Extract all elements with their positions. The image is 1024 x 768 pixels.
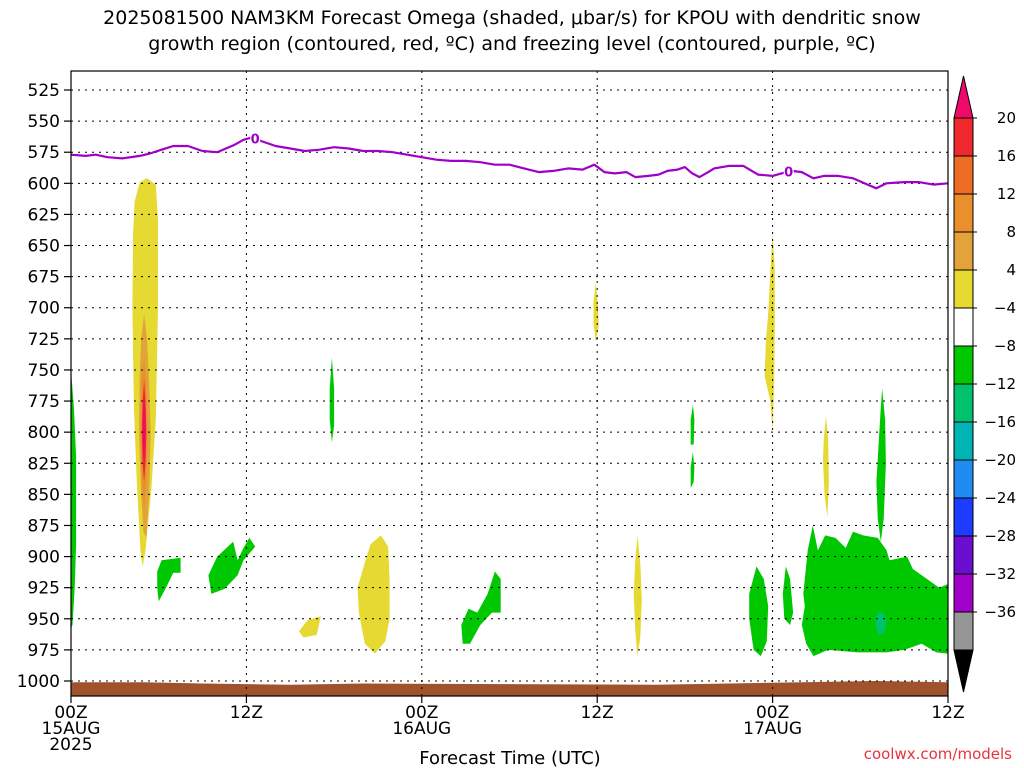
y-tick-label-675: 675: [28, 268, 60, 288]
omega-region-8: [633, 535, 642, 657]
x-tick-label-36-0: 12Z: [581, 703, 614, 723]
omega-region-9: [764, 233, 775, 433]
colorbar-box-9: [953, 459, 974, 499]
colorbar-label-9: −20: [984, 451, 1016, 469]
y-tick-label-850: 850: [28, 485, 60, 505]
y-tick-label-775: 775: [28, 392, 60, 412]
x-tick-label-0-1: 15AUG: [42, 719, 101, 739]
colorbar-label-2: 12: [997, 185, 1016, 203]
omega-region-5: [357, 535, 390, 654]
y-tick-label-725: 725: [28, 330, 60, 350]
colorbar-box-6: [953, 345, 974, 385]
y-tick-label-750: 750: [28, 361, 60, 381]
colorbar-top-arrow: [953, 75, 974, 119]
x-tick-label-0-2: 2025: [49, 735, 92, 755]
colorbar-label-13: −36: [984, 603, 1016, 621]
y-tick-label-700: 700: [28, 299, 60, 319]
freezing-level-label-bg-1: [783, 163, 794, 179]
y-tick-label-550: 550: [28, 112, 60, 132]
colorbar-label-4: 4: [1006, 261, 1016, 279]
omega-region-6: [299, 616, 321, 638]
x-tick-label-60-0: 12Z: [931, 703, 964, 723]
omega-region-18: [749, 566, 769, 657]
omega-region-16: [690, 404, 695, 445]
omega-region-7: [593, 282, 599, 342]
y-tick-label-800: 800: [28, 423, 60, 443]
colorbar-label-0: 20: [997, 109, 1016, 127]
y-tick-label-925: 925: [28, 579, 60, 599]
credit-text: coolwx.com/models: [864, 745, 1012, 763]
colorbar-box-3: [953, 231, 974, 271]
omega-region-12: [329, 357, 335, 443]
y-tick-label-525: 525: [28, 81, 60, 101]
colorbar-box-1: [953, 155, 974, 195]
y-tick-label-950: 950: [28, 610, 60, 630]
colorbar: 20 16 12 8 4 −4 −8 −12 −16 −20 −24 −28 −32 −36: [953, 75, 1016, 693]
colorbar-label-7: −12: [984, 375, 1016, 393]
surface-terrain-band: [71, 681, 948, 696]
omega-region-4: [142, 394, 146, 464]
colorbar-box-8: [953, 421, 974, 461]
y-tick-label-575: 575: [28, 143, 60, 163]
colorbar-box-13: [953, 611, 974, 651]
chart-title-line-1: 2025081500 NAM3KM Forecast Omega (shaded…: [103, 7, 921, 29]
plot-axes: 525 550 575 600 625 650 675 700 725 750 775 800 825 8…: [17, 70, 965, 755]
colorbar-label-5: −4: [994, 299, 1016, 317]
y-tick-label-600: 600: [28, 174, 60, 194]
plot-frame: [70, 70, 949, 697]
x-tick-label-24-1: 16AUG: [392, 719, 451, 739]
y-tick-label-1000: 1000: [17, 672, 60, 692]
x-tick-label-48-1: 17AUG: [743, 719, 802, 739]
freezing-level-label-0: 0: [251, 133, 260, 148]
x-tick-label-24-0: 00Z: [405, 703, 438, 723]
colorbar-box-7: [953, 383, 974, 423]
x-axis-title: Forecast Time (UTC): [419, 748, 600, 768]
colorbar-box-10: [953, 497, 974, 537]
colorbar-box-4: [953, 269, 974, 309]
omega-region-11: [71, 369, 77, 629]
colorbar-box-2: [953, 193, 974, 233]
colorbar-label-8: −16: [984, 413, 1016, 431]
x-tick-label-48-0: 00Z: [756, 703, 789, 723]
colorbar-label-6: −8: [994, 337, 1016, 355]
colorbar-box-12: [953, 573, 974, 613]
freezing-level-contour: 00: [70, 130, 949, 190]
freezing-level-label-bg-0: [250, 130, 261, 146]
chart-title-line-2: growth region (contoured, red, ºC) and f…: [148, 33, 875, 55]
colorbar-label-10: −24: [984, 489, 1016, 507]
colorbar-box-11: [953, 535, 974, 575]
x-tick-label-12-0: 12Z: [230, 703, 263, 723]
omega-region-22: [874, 612, 887, 635]
freezing-level-label-1: 0: [784, 166, 793, 181]
omega-region-21: [801, 525, 948, 657]
colorbar-label-1: 16: [997, 147, 1016, 165]
freezing-level-line: [70, 136, 949, 190]
colorbar-label-12: −32: [984, 565, 1016, 583]
omega-region-20: [876, 388, 886, 542]
x-tick-label-0-0: 00Z: [54, 703, 87, 723]
colorbar-bottom-arrow: [953, 649, 974, 693]
y-tick-label-650: 650: [28, 237, 60, 257]
omega-region-14: [208, 537, 256, 594]
omega-region-19: [782, 566, 794, 625]
colorbar-box-0: [953, 117, 974, 157]
y-tick-label-625: 625: [28, 205, 60, 225]
omega-region-15: [461, 571, 501, 644]
y-tick-label-825: 825: [28, 454, 60, 474]
omega-region-13: [157, 557, 181, 602]
colorbar-label-3: 8: [1006, 223, 1016, 241]
colorbar-label-11: −28: [984, 527, 1016, 545]
y-tick-label-975: 975: [28, 641, 60, 661]
y-tick-label-875: 875: [28, 516, 60, 536]
omega-region-17: [690, 452, 695, 489]
omega-region-10: [823, 416, 829, 517]
y-tick-label-900: 900: [28, 548, 60, 568]
omega-shaded-regions: [71, 178, 948, 696]
colorbar-box-5: [953, 307, 974, 347]
